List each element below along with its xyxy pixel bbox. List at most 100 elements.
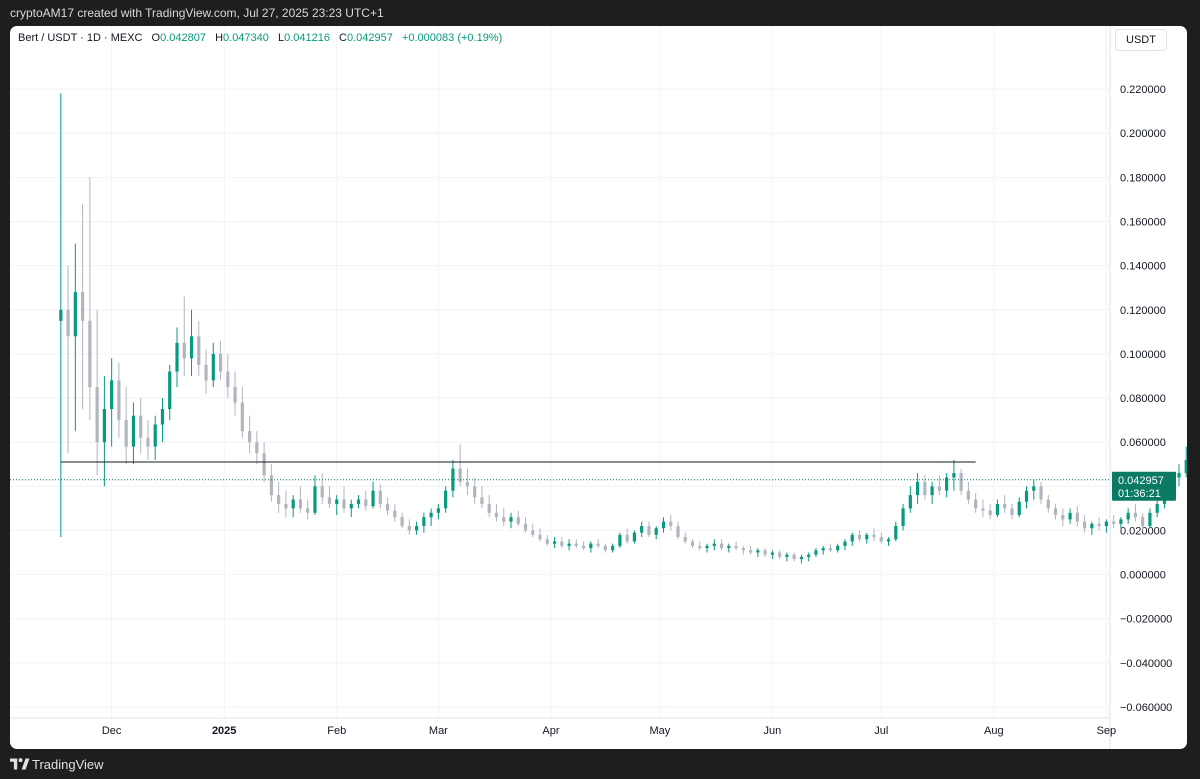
candle-body[interactable] xyxy=(451,468,455,491)
candle-body[interactable] xyxy=(284,503,288,509)
candle-body[interactable] xyxy=(959,473,963,491)
candle-body[interactable] xyxy=(291,499,295,509)
price-chart[interactable]: 0.220000 0.200000 0.180000 0.160000 0.140000… xyxy=(10,26,1187,749)
candle-body[interactable] xyxy=(545,539,549,544)
candle-body[interactable] xyxy=(400,517,404,527)
candle-body[interactable] xyxy=(509,517,513,522)
candle-body[interactable] xyxy=(625,534,629,542)
candle-body[interactable] xyxy=(567,543,571,546)
candle-body[interactable] xyxy=(930,486,934,496)
candle-body[interactable] xyxy=(654,528,658,535)
chart-panel[interactable]: 0.220000 0.200000 0.180000 0.160000 0.140000… xyxy=(10,26,1187,749)
candle-body[interactable] xyxy=(538,534,542,540)
candle-body[interactable] xyxy=(785,554,789,557)
candle-body[interactable] xyxy=(756,550,760,553)
candle-body[interactable] xyxy=(1024,490,1029,502)
candle-body[interactable] xyxy=(1068,512,1072,520)
candle-body[interactable] xyxy=(95,387,99,443)
candle-body[interactable] xyxy=(131,415,136,447)
candle-body[interactable] xyxy=(734,545,738,549)
candle-body[interactable] xyxy=(248,431,252,443)
candle-body[interactable] xyxy=(560,541,564,546)
symbol-label[interactable]: Bert / USDT · 1D · MEXC xyxy=(18,32,143,44)
candle-body[interactable] xyxy=(574,543,578,546)
candle-body[interactable] xyxy=(349,503,353,509)
candle-body[interactable] xyxy=(828,548,833,551)
candle-body[interactable] xyxy=(204,364,208,381)
candle-body[interactable] xyxy=(640,526,644,533)
candle-body[interactable] xyxy=(255,442,259,454)
candle-body[interactable] xyxy=(139,415,143,438)
candle-body[interactable] xyxy=(1155,503,1159,513)
tradingview-logo-icon[interactable] xyxy=(10,756,30,772)
candle-body[interactable] xyxy=(364,499,368,507)
candle-body[interactable] xyxy=(792,554,796,560)
candle-body[interactable] xyxy=(770,552,774,555)
candle-body[interactable] xyxy=(153,424,157,447)
candle-body[interactable] xyxy=(596,543,600,546)
candle-body[interactable] xyxy=(523,523,528,531)
candle-body[interactable] xyxy=(581,545,586,549)
candle-body[interactable] xyxy=(429,512,433,518)
candle-body[interactable] xyxy=(313,486,317,513)
candle-body[interactable] xyxy=(1177,473,1181,478)
candle-body[interactable] xyxy=(690,541,695,546)
candle-body[interactable] xyxy=(821,548,825,551)
candle-body[interactable] xyxy=(1119,519,1123,524)
candle-body[interactable] xyxy=(262,453,266,476)
candle-body[interactable] xyxy=(1104,521,1108,527)
candle-body[interactable] xyxy=(59,309,63,321)
candle-body[interactable] xyxy=(422,517,426,527)
candle-body[interactable] xyxy=(915,481,920,496)
candle-body[interactable] xyxy=(1003,503,1007,509)
candle-body[interactable] xyxy=(73,292,77,337)
currency-unit-button[interactable]: USDT xyxy=(1115,29,1167,51)
candle-body[interactable] xyxy=(981,508,985,511)
candle-body[interactable] xyxy=(371,490,375,507)
candle-body[interactable] xyxy=(952,473,956,478)
candle-body[interactable] xyxy=(763,550,767,555)
candle-body[interactable] xyxy=(306,508,310,513)
candle-body[interactable] xyxy=(182,342,186,359)
candle-body[interactable] xyxy=(110,380,114,410)
candle-body[interactable] xyxy=(901,508,905,527)
candle-body[interactable] xyxy=(175,342,179,372)
candle-body[interactable] xyxy=(1039,486,1043,500)
candle-body[interactable] xyxy=(1141,517,1145,527)
candle-body[interactable] xyxy=(988,510,992,515)
candle-body[interactable] xyxy=(189,336,194,359)
candle-body[interactable] xyxy=(269,475,273,496)
candle-body[interactable] xyxy=(748,550,753,553)
candle-body[interactable] xyxy=(393,510,397,518)
candle-body[interactable] xyxy=(487,503,491,513)
candle-body[interactable] xyxy=(436,508,440,513)
candle-body[interactable] xyxy=(632,532,637,542)
candle-body[interactable] xyxy=(327,497,332,504)
candle-body[interactable] xyxy=(727,545,731,549)
candle-body[interactable] xyxy=(1133,512,1138,518)
candle-body[interactable] xyxy=(1053,508,1058,515)
candle-body[interactable] xyxy=(778,552,782,557)
candle-body[interactable] xyxy=(146,437,150,447)
candle-body[interactable] xyxy=(1126,512,1130,520)
candle-body[interactable] xyxy=(799,556,804,560)
candle-body[interactable] xyxy=(342,499,346,509)
candle-body[interactable] xyxy=(719,543,724,549)
candle-body[interactable] xyxy=(473,486,477,498)
candle-body[interactable] xyxy=(531,530,535,535)
candle-body[interactable] xyxy=(277,495,281,504)
candle-body[interactable] xyxy=(465,481,470,487)
candle-body[interactable] xyxy=(923,481,927,496)
candle-body[interactable] xyxy=(872,534,876,538)
candle-body[interactable] xyxy=(1046,499,1050,509)
candle-body[interactable] xyxy=(937,486,941,491)
candle-body[interactable] xyxy=(378,490,382,504)
candle-body[interactable] xyxy=(843,541,847,546)
candle-body[interactable] xyxy=(552,541,557,544)
candle-body[interactable] xyxy=(385,503,390,511)
candle-body[interactable] xyxy=(1148,512,1152,527)
candle-body[interactable] xyxy=(741,548,745,551)
candle-body[interactable] xyxy=(211,353,215,381)
candle-body[interactable] xyxy=(1010,508,1014,515)
candle-body[interactable] xyxy=(66,309,70,337)
